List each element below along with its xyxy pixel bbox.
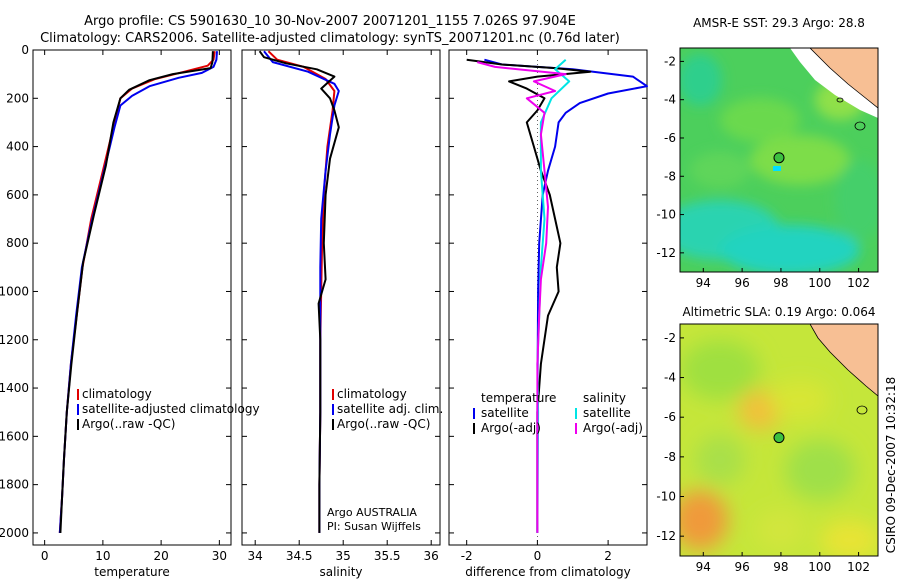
map-x-tick-label: 98 — [773, 560, 788, 574]
map-x-tick-label: 96 — [734, 276, 749, 290]
map-y-tick-label: -8 — [664, 169, 676, 183]
figure-title-line2: Climatology: CARS2006. Satellite-adjuste… — [40, 31, 620, 46]
legend-label: climatology — [337, 387, 407, 401]
map-y-tick-label: -10 — [656, 208, 676, 222]
x-tick-label: 35 — [336, 549, 351, 563]
y-tick-label: 1000 — [0, 284, 29, 298]
legend-label: satellite adj. clim. — [337, 402, 443, 416]
y-tick-label: 200 — [6, 91, 29, 105]
profile-line — [59, 51, 214, 533]
legend-label: climatology — [82, 387, 152, 401]
y-tick-label: 1800 — [0, 478, 29, 492]
x-tick-label: -2 — [461, 549, 473, 563]
sla-map-panel: Altimetric SLA: 0.19 Argo: 0.064 94 96 98 1… — [656, 305, 879, 574]
map-x-tick-label: 96 — [734, 560, 749, 574]
temperature-profile-panel: 0 10 20 30 0 200 400 600 800 1000 1200 1400 1600 1800… — [0, 43, 260, 579]
difference-profile-panel: -2 0 2 difference from climatology temperatu… — [448, 49, 648, 579]
salinity-profile-panel: 34 34.5 35 35.5 36 salinity climatologysatelli… — [241, 49, 443, 579]
y-tick-label: 600 — [6, 188, 29, 202]
y-tick-label: 400 — [6, 140, 29, 154]
sla-map-axes: 94 96 98 100 102 -2 -4 -6 -8 -10 -12 — [656, 331, 870, 574]
annotation-text: PI: Susan Wijffels — [327, 520, 421, 533]
legend-label: Argo(..raw -QC) — [337, 417, 430, 431]
x-tick-label: 36 — [424, 549, 439, 563]
x-axis-label: temperature — [94, 565, 169, 579]
plot-frame — [32, 49, 232, 546]
y-tick-label: 1600 — [0, 429, 29, 443]
plot-frame — [448, 49, 648, 546]
x-tick-label: 2 — [604, 549, 612, 563]
figure-title-line1: Argo profile: CS 5901630_10 30-Nov-2007 … — [84, 14, 576, 29]
x-axis-label: difference from climatology — [465, 565, 631, 579]
plot-frame — [241, 49, 441, 546]
x-axis-label: salinity — [319, 565, 362, 579]
legend-label: Argo(-adj) — [583, 421, 643, 435]
profile-line — [58, 51, 218, 533]
legend-label: Argo(..raw -QC) — [82, 417, 175, 431]
sst-map-argo-marker — [773, 152, 785, 164]
y-tick-label: 800 — [6, 236, 29, 250]
profile-line — [484, 58, 648, 533]
map-x-tick-label: 100 — [808, 560, 831, 574]
map-y-tick-label: -4 — [664, 93, 676, 107]
profile-line — [58, 51, 216, 533]
map-x-tick-label: 94 — [696, 276, 711, 290]
map-x-tick-label: 94 — [696, 560, 711, 574]
sst-map-title: AMSR-E SST: 29.3 Argo: 28.8 — [693, 16, 865, 30]
map-x-tick-label: 100 — [808, 276, 831, 290]
y-tick-label: 1200 — [0, 333, 29, 347]
map-y-tick-label: -6 — [664, 131, 676, 145]
map-y-tick-label: -12 — [656, 529, 676, 543]
legend-label: satellite — [481, 406, 529, 420]
map-x-tick-label: 102 — [847, 560, 870, 574]
y-tick-label: 2000 — [0, 526, 29, 540]
profile-line — [258, 50, 340, 533]
y-tick-label: 0 — [21, 43, 29, 57]
legend-label: temperature — [481, 391, 556, 405]
map-x-tick-label: 102 — [847, 276, 870, 290]
x-tick-label: 10 — [95, 549, 110, 563]
sst-map-field — [680, 48, 878, 272]
sst-map-panel: AMSR-E SST: 29.3 Argo: 28.8 94 96 98 100 102… — [656, 16, 879, 290]
map-y-tick-label: -10 — [656, 490, 676, 504]
x-tick-label: 0 — [41, 549, 49, 563]
profile-line — [477, 61, 567, 533]
legend-label: Argo(-adj) — [481, 421, 541, 435]
x-tick-label: 34.5 — [286, 549, 313, 563]
legend-label: salinity — [583, 391, 626, 405]
x-tick-label: 35.5 — [374, 549, 401, 563]
map-y-tick-label: -4 — [664, 371, 676, 385]
map-y-tick-label: -2 — [664, 54, 676, 68]
y-tick-label: 1400 — [0, 381, 29, 395]
x-tick-label: 0 — [534, 549, 542, 563]
sst-map-axes: 94 96 98 100 102 -2 -4 -6 -8 -10 -12 — [656, 54, 870, 290]
x-tick-label: 20 — [153, 549, 168, 563]
side-timestamp: CSIRO 09-Dec-2007 10:32:18 — [884, 377, 898, 554]
map-y-tick-label: -6 — [664, 410, 676, 424]
map-y-tick-label: -2 — [664, 331, 676, 345]
legend-label: satellite-adjusted climatology — [82, 402, 260, 416]
sla-map-argo-marker — [773, 432, 785, 444]
map-y-tick-label: -12 — [656, 246, 676, 260]
sla-map-title: Altimetric SLA: 0.19 Argo: 0.064 — [682, 305, 875, 319]
map-x-tick-label: 98 — [773, 276, 788, 290]
x-tick-label: 30 — [212, 549, 227, 563]
legend-label: satellite — [583, 406, 631, 420]
profile-line — [466, 58, 592, 533]
annotation-text: Argo AUSTRALIA — [327, 506, 417, 519]
map-y-tick-label: -8 — [664, 450, 676, 464]
profile-line — [267, 50, 336, 533]
profile-line — [263, 50, 340, 533]
x-tick-label: 34 — [248, 549, 263, 563]
